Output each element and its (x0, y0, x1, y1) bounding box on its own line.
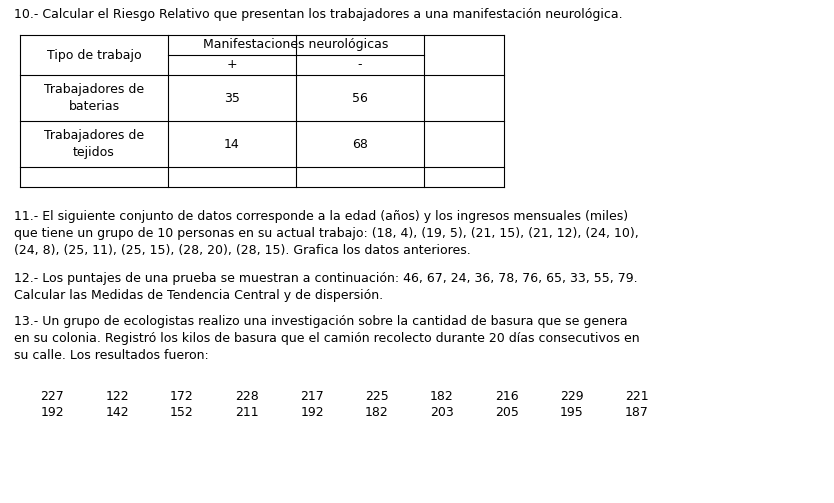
Text: 195: 195 (560, 406, 584, 419)
Text: 211: 211 (235, 406, 259, 419)
Text: 12.- Los puntajes de una prueba se muestran a continuación: 46, 67, 24, 36, 78, : 12.- Los puntajes de una prueba se muest… (14, 272, 638, 302)
Text: Manifestaciones neurológicas: Manifestaciones neurológicas (203, 38, 389, 51)
Text: 203: 203 (430, 406, 454, 419)
Text: 192: 192 (40, 406, 64, 419)
Text: +: + (227, 58, 238, 71)
Text: 192: 192 (300, 406, 324, 419)
Text: 122: 122 (105, 390, 128, 403)
Text: 227: 227 (40, 390, 64, 403)
Text: 56: 56 (352, 92, 368, 105)
Text: 152: 152 (170, 406, 193, 419)
Text: 187: 187 (625, 406, 649, 419)
Text: 225: 225 (365, 390, 389, 403)
Text: 228: 228 (235, 390, 259, 403)
Text: 205: 205 (495, 406, 519, 419)
Text: 216: 216 (495, 390, 519, 403)
Text: Trabajadores de
baterias: Trabajadores de baterias (44, 83, 144, 113)
Text: 142: 142 (105, 406, 128, 419)
Text: Tipo de trabajo: Tipo de trabajo (47, 48, 141, 61)
Text: 172: 172 (170, 390, 193, 403)
Text: 35: 35 (224, 92, 240, 105)
Text: 14: 14 (224, 137, 240, 150)
Text: 13.- Un grupo de ecologistas realizo una investigación sobre la cantidad de basu: 13.- Un grupo de ecologistas realizo una… (14, 315, 640, 362)
Text: 221: 221 (626, 390, 649, 403)
Text: 229: 229 (560, 390, 584, 403)
Text: 10.- Calcular el Riesgo Relativo que presentan los trabajadores a una manifestac: 10.- Calcular el Riesgo Relativo que pre… (14, 8, 623, 21)
Text: 182: 182 (430, 390, 454, 403)
Text: 11.- El siguiente conjunto de datos corresponde a la edad (años) y los ingresos : 11.- El siguiente conjunto de datos corr… (14, 210, 639, 257)
Text: Trabajadores de
tejidos: Trabajadores de tejidos (44, 129, 144, 159)
Text: 182: 182 (365, 406, 389, 419)
Text: -: - (358, 58, 362, 71)
Text: 68: 68 (352, 137, 368, 150)
Text: 217: 217 (300, 390, 324, 403)
